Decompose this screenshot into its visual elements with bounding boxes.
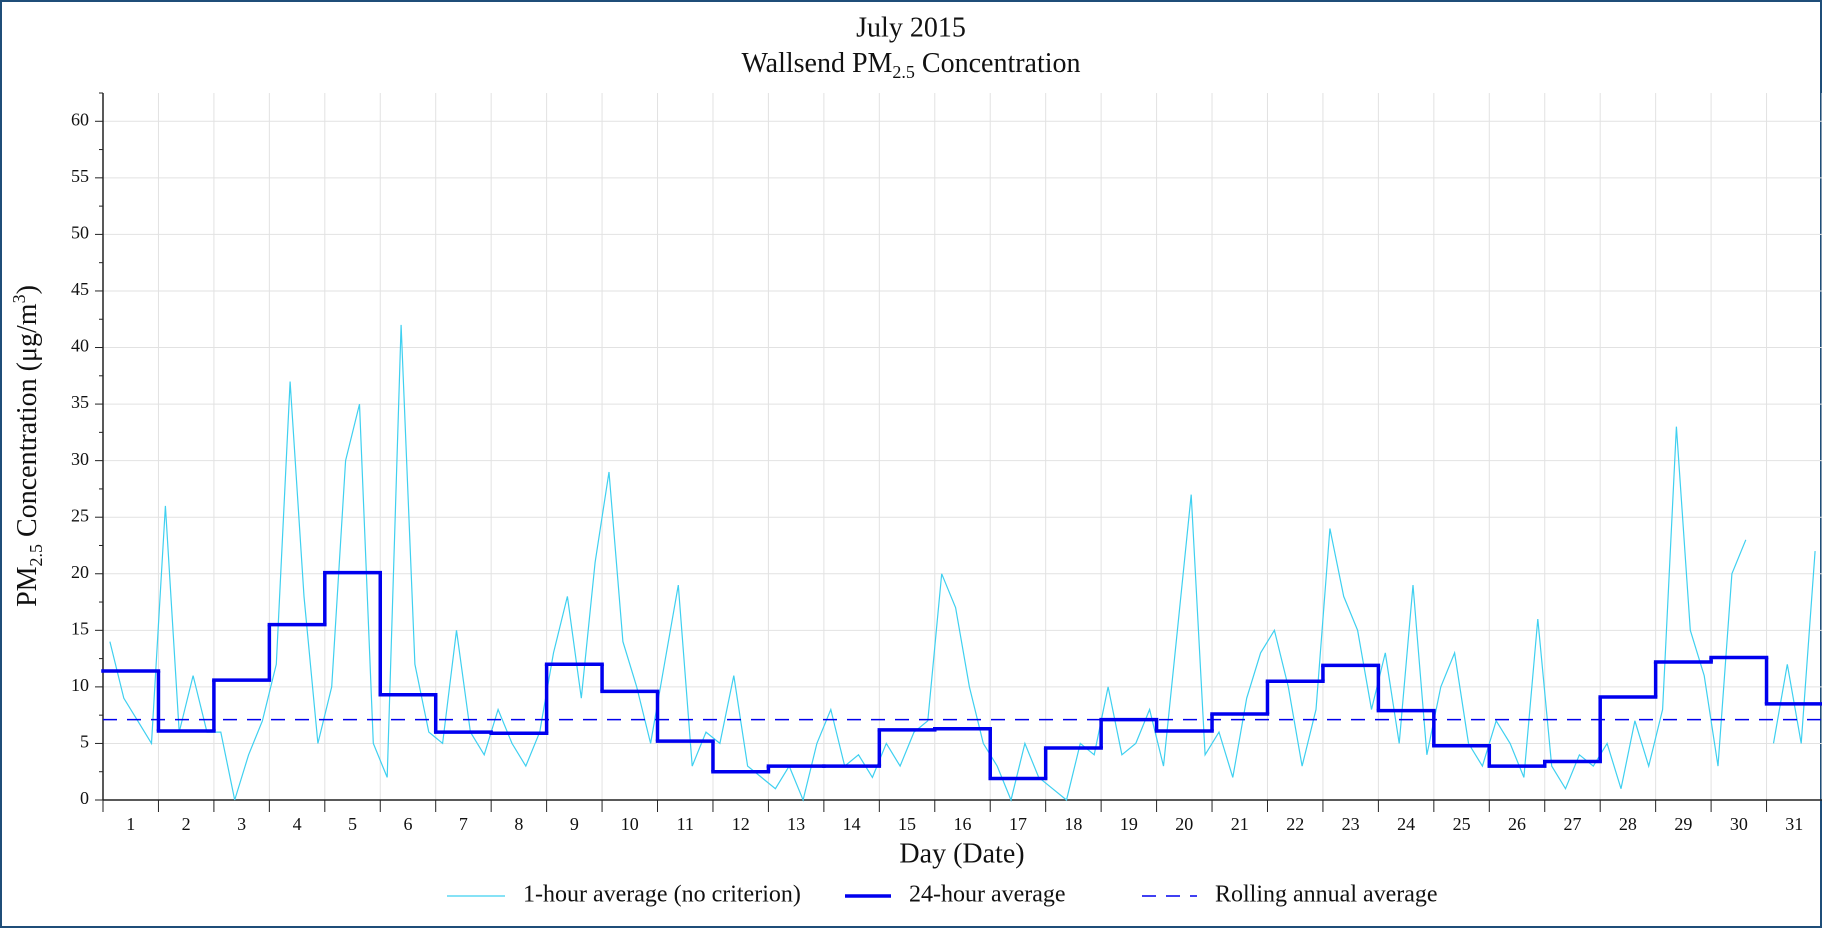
ylabel-sub: 2.5 bbox=[26, 544, 46, 567]
y-tick-label: 25 bbox=[71, 505, 89, 525]
y-tick-label: 50 bbox=[71, 223, 89, 243]
y-tick-label: 20 bbox=[71, 562, 89, 582]
ylabel-text: Concentration (μg/m bbox=[12, 303, 43, 544]
x-tick-label: 21 bbox=[1231, 814, 1249, 834]
legend-label: 1-hour average (no criterion) bbox=[523, 882, 801, 908]
x-tick-label: 24 bbox=[1397, 814, 1415, 834]
subtitle-text: Concentration bbox=[915, 48, 1081, 79]
x-tick-label: 3 bbox=[237, 814, 246, 834]
x-tick-label: 30 bbox=[1730, 814, 1748, 834]
y-tick-label: 45 bbox=[71, 279, 89, 299]
x-tick-label: 29 bbox=[1674, 814, 1692, 834]
y-tick-label: 40 bbox=[71, 336, 89, 356]
y-tick-label: 10 bbox=[71, 675, 89, 695]
x-tick-label: 2 bbox=[182, 814, 191, 834]
subtitle-text: Wallsend PM bbox=[741, 48, 892, 79]
ylabel-text: ) bbox=[12, 285, 43, 294]
y-axis-title: PM2.5 Concentration (μg/m3) bbox=[9, 285, 46, 607]
y-tick-label: 5 bbox=[80, 732, 89, 752]
y-tick-label: 30 bbox=[71, 449, 89, 469]
y-tick-label: 35 bbox=[71, 392, 89, 412]
y-tick-label: 60 bbox=[71, 109, 89, 129]
y-tick-label: 0 bbox=[80, 788, 89, 808]
legend-label: Rolling annual average bbox=[1215, 882, 1438, 908]
y-tick-label: 15 bbox=[71, 618, 89, 638]
x-tick-label: 6 bbox=[403, 814, 412, 834]
x-tick-label: 25 bbox=[1453, 814, 1471, 834]
x-tick-label: 1 bbox=[126, 814, 135, 834]
x-tick-label: 17 bbox=[1009, 814, 1027, 834]
x-tick-label: 14 bbox=[843, 814, 861, 834]
chart-title: July 2015 bbox=[856, 12, 966, 43]
x-tick-label: 19 bbox=[1120, 814, 1138, 834]
x-tick-label: 5 bbox=[348, 814, 357, 834]
chart-subtitle: Wallsend PM2.5 Concentration bbox=[741, 48, 1080, 82]
x-tick-label: 16 bbox=[954, 814, 972, 834]
legend-label: 24-hour average bbox=[909, 882, 1066, 908]
x-tick-label: 22 bbox=[1286, 814, 1304, 834]
x-tick-label: 9 bbox=[570, 814, 579, 834]
x-tick-label: 18 bbox=[1064, 814, 1082, 834]
x-tick-label: 13 bbox=[787, 814, 805, 834]
x-axis-title: Day (Date) bbox=[899, 838, 1024, 869]
x-tick-label: 8 bbox=[514, 814, 523, 834]
x-tick-label: 27 bbox=[1563, 814, 1581, 834]
x-tick-label: 28 bbox=[1619, 814, 1637, 834]
x-tick-label: 26 bbox=[1508, 814, 1526, 834]
ylabel-sup: 3 bbox=[9, 294, 29, 303]
x-tick-label: 20 bbox=[1175, 814, 1193, 834]
x-tick-label: 15 bbox=[898, 814, 916, 834]
subtitle-sub: 2.5 bbox=[892, 62, 915, 82]
ylabel-text: PM bbox=[12, 566, 43, 607]
x-tick-label: 12 bbox=[732, 814, 750, 834]
x-tick-label: 31 bbox=[1785, 814, 1803, 834]
x-tick-label: 23 bbox=[1342, 814, 1360, 834]
x-tick-label: 4 bbox=[293, 814, 302, 834]
x-tick-label: 11 bbox=[677, 814, 694, 834]
x-tick-label: 7 bbox=[459, 814, 468, 834]
x-tick-label: 10 bbox=[621, 814, 639, 834]
y-tick-label: 55 bbox=[71, 166, 89, 186]
